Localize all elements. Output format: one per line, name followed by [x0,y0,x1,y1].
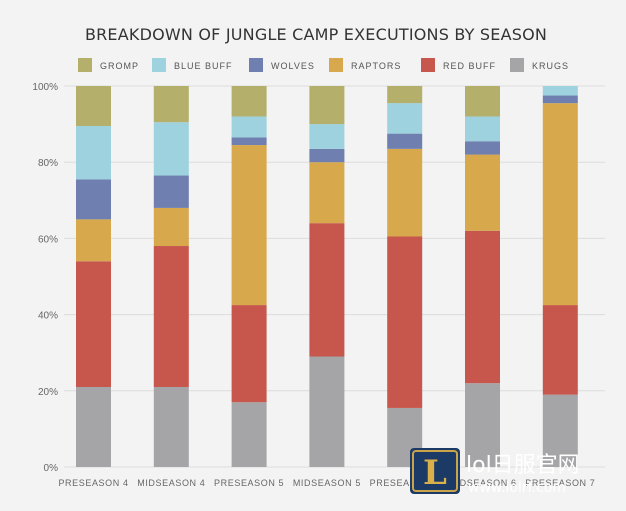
legend-label: RAPTORS [351,61,401,71]
bar-gromp [76,86,111,127]
legend-swatch [421,58,435,72]
bar-red-buff [231,305,267,403]
bar-wolves [309,148,345,163]
x-tick-label: PRESEASON 5 [214,478,284,488]
bar-red-buff [309,223,345,357]
bar-blue-buff [387,103,423,134]
bar-gromp [309,86,345,125]
watermark-site-name: lol日服官网 [466,453,580,478]
legend-item-wolves: WOLVES [249,58,315,72]
legend-swatch [249,58,263,72]
legend-label: WOLVES [271,61,315,71]
legend-swatch [152,58,166,72]
bar-krugs [309,356,345,467]
bar-wolves [542,95,578,104]
bar-blue-buff [153,122,189,176]
bar-blue-buff [309,124,345,149]
bar-wolves [153,175,189,208]
bar-red-buff [387,236,423,408]
x-tick-label: MIDSEASON 5 [293,478,361,488]
x-tick-label: PRESEASON 4 [58,478,128,488]
bar-raptors [542,103,578,306]
x-axis: PRESEASON 4 MIDSEASON 4 PRESEASON 5 MIDSEAS… [58,478,595,488]
y-tick-label: 20% [38,387,58,398]
bar-wolves [387,133,423,149]
legend-item-gromp: GROMP [78,58,139,72]
x-tick-label: MIDSEASON 4 [137,478,205,488]
bar-group-preseason-7 [542,86,578,467]
bars [76,86,578,467]
chart-title: BREAKDOWN OF JUNGLE CAMP EXECUTIONS BY S… [85,25,547,44]
bar-red-buff [153,246,189,387]
bar-group-midseason-6 [465,86,500,467]
watermark: L lol日服官网 www.lolrf.com [410,448,580,496]
bar-group-preseason-5 [231,86,267,467]
bar-gromp [465,86,500,117]
y-tick-label: 0% [44,463,59,474]
y-axis: 0% 20% 40% 60% 80% 100% [32,82,58,474]
bar-krugs [231,402,267,467]
bar-wolves [465,141,500,155]
bar-krugs [76,386,111,467]
legend-item-blue-buff: BLUE BUFF [152,58,233,72]
watermark-site-url: www.lolrf.com [468,480,566,496]
legend-label: BLUE BUFF [174,61,233,71]
y-tick-label: 100% [32,82,58,93]
bar-raptors [387,148,423,237]
bar-red-buff [542,305,578,395]
bar-group-preseason-6 [387,86,423,467]
bar-red-buff [76,261,111,387]
legend-swatch [510,58,524,72]
bar-krugs [465,383,500,467]
legend-label: GROMP [100,61,139,71]
bar-raptors [465,154,500,231]
bar-blue-buff [542,86,578,96]
bar-gromp [231,86,267,117]
x-tick-label: PRESEASON 6 [370,478,440,488]
bar-raptors [76,219,111,262]
legend-swatch [329,58,343,72]
bar-blue-buff [76,126,111,180]
legend-item-red-buff: RED BUFF [421,58,496,72]
y-tick-label: 60% [38,234,58,245]
bar-gromp [153,86,189,123]
bar-group-midseason-4 [153,86,189,467]
watermark-logo-letter: L [423,453,447,493]
legend-swatch [78,58,92,72]
bar-raptors [309,162,345,224]
legend: GROMP BLUE BUFF WOLVES RAPTORS RED BUFF KRUGS [78,58,569,72]
x-tick-label: MIDSEASON 6 [448,478,516,488]
bar-raptors [153,207,189,247]
watermark-logo-icon [410,448,460,494]
y-tick-label: 40% [38,311,58,322]
bar-group-midseason-5 [309,86,345,467]
watermark-logo-frame [412,450,458,492]
legend-item-krugs: KRUGS [510,58,569,72]
y-tick-label: 80% [38,158,58,169]
legend-label: KRUGS [532,61,569,71]
x-tick-label: PRESEASON 7 [525,478,595,488]
legend-label: RED BUFF [443,61,496,71]
bar-gromp [387,86,423,104]
legend-item-raptors: RAPTORS [329,58,401,72]
bar-krugs [153,386,189,467]
bar-blue-buff [231,116,267,138]
bar-group-preseason-4 [76,86,111,467]
bar-wolves [76,179,111,220]
bar-krugs [542,394,578,467]
bar-red-buff [465,230,500,384]
bar-wolves [231,137,267,146]
bar-blue-buff [465,116,500,142]
bar-raptors [231,145,267,306]
